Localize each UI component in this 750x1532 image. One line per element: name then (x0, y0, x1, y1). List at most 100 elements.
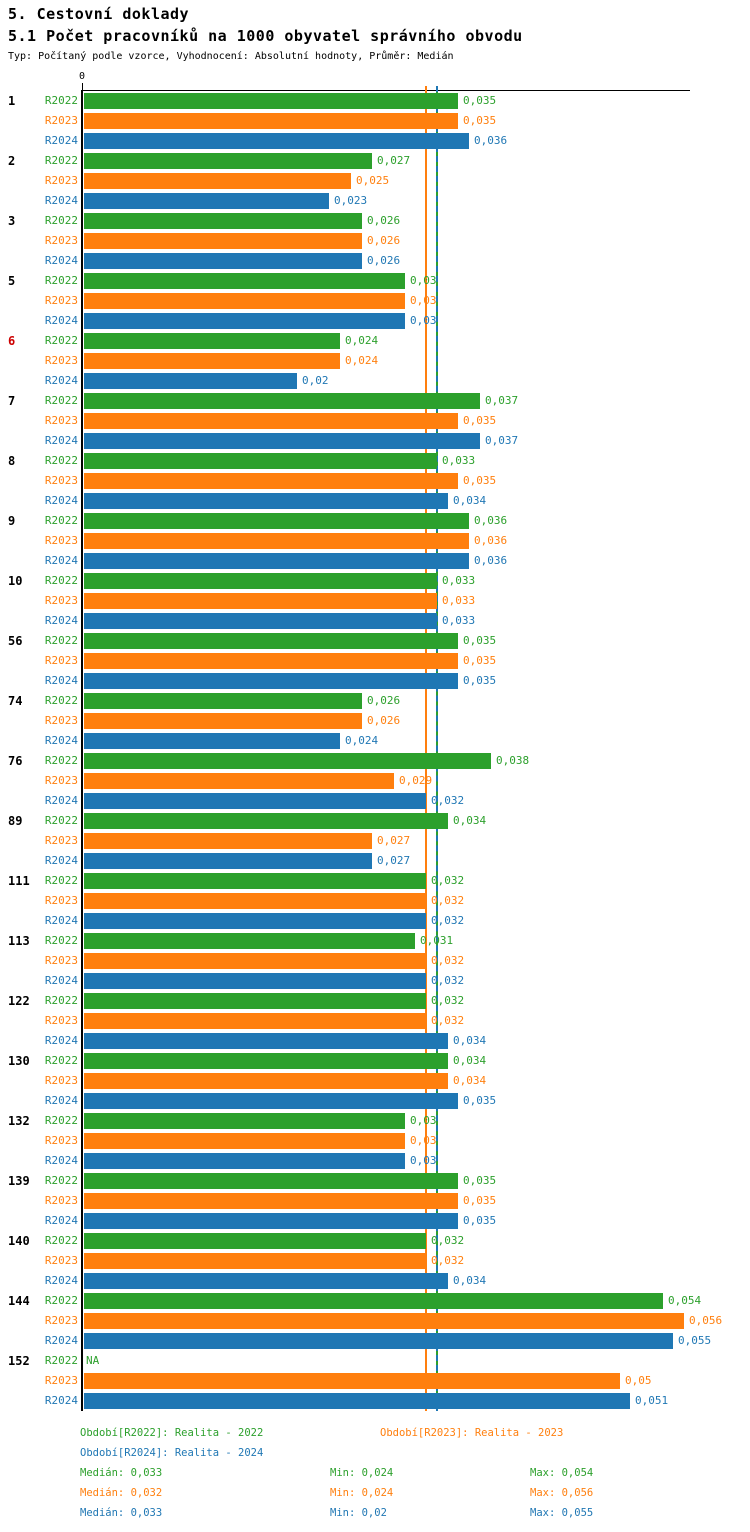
bar-value-8-r2023: 0,035 (463, 474, 497, 487)
series-label-r2024: R2024 (44, 554, 78, 567)
bar-value-3-r2024: 0,026 (367, 254, 401, 267)
bar-2-r2024 (84, 193, 329, 209)
series-label-r2024: R2024 (44, 674, 78, 687)
bar-value-10-r2022: 0,033 (442, 574, 476, 587)
bar-76-r2024 (84, 793, 426, 809)
series-label-r2023: R2023 (44, 834, 78, 847)
bar-value-139-r2022: 0,035 (463, 1174, 497, 1187)
bar-5-r2022 (84, 273, 405, 289)
group-label-76: 76 (8, 754, 23, 768)
bar-74-r2023 (84, 713, 362, 729)
bar-value-56-r2023: 0,035 (463, 654, 497, 667)
bar-value-7-r2023: 0,035 (463, 414, 497, 427)
series-label-r2024: R2024 (44, 1214, 78, 1227)
bar-89-r2022 (84, 813, 448, 829)
bar-value-8-r2024: 0,034 (453, 494, 487, 507)
bar-1-r2022 (84, 93, 458, 109)
bar-7-r2023 (84, 413, 458, 429)
bar-value-56-r2024: 0,035 (463, 674, 497, 687)
bar-chart: 0 1 R2022 0,035 R2023 0,035 R2024 0,036 2 R2022 0,… (8, 71, 722, 1411)
bar-value-111-r2024: 0,032 (431, 914, 465, 927)
bar-6-r2022 (84, 333, 340, 349)
bar-113-r2022 (84, 933, 415, 949)
bar-8-r2024 (84, 493, 448, 509)
series-label-r2022: R2022 (44, 1234, 78, 1247)
bar-2-r2022 (84, 153, 372, 169)
bar-value-2-r2022: 0,027 (377, 154, 411, 167)
bar-value-140-r2024: 0,034 (453, 1274, 487, 1287)
bar-value-2-r2023: 0,025 (356, 174, 390, 187)
series-label-r2022: R2022 (44, 1054, 78, 1067)
chart-meta: Typ: Počítaný podle vzorce, Vyhodnocení:… (8, 51, 454, 62)
series-label-r2023: R2023 (44, 1014, 78, 1027)
series-label-r2023: R2023 (44, 414, 78, 427)
bar-5-r2023 (84, 293, 405, 309)
series-label-r2024: R2024 (44, 254, 78, 267)
bar-144-r2022 (84, 1293, 663, 1309)
group-label-74: 74 (8, 694, 23, 708)
bar-value-1-r2024: 0,036 (474, 134, 508, 147)
series-label-r2023: R2023 (44, 594, 78, 607)
group-label-111: 111 (8, 874, 30, 888)
bar-value-122-r2022: 0,032 (431, 994, 465, 1007)
bar-value-139-r2023: 0,035 (463, 1194, 497, 1207)
bar-130-r2022 (84, 1053, 448, 1069)
group-label-140: 140 (8, 1234, 30, 1248)
series-label-r2023: R2023 (44, 714, 78, 727)
series-label-r2023: R2023 (44, 1074, 78, 1087)
bar-3-r2022 (84, 213, 362, 229)
median-line-r2023 (425, 86, 427, 1411)
bar-130-r2024 (84, 1093, 458, 1109)
bar-89-r2024 (84, 853, 372, 869)
series-label-r2022: R2022 (44, 94, 78, 107)
bar-value-6-r2022: 0,024 (345, 334, 379, 347)
series-label-r2022: R2022 (44, 334, 78, 347)
bar-6-r2023 (84, 353, 340, 369)
bar-value-111-r2023: 0,032 (431, 894, 465, 907)
bar-value-3-r2023: 0,026 (367, 234, 401, 247)
series-label-r2024: R2024 (44, 974, 78, 987)
bar-value-140-r2022: 0,032 (431, 1234, 465, 1247)
bar-value-10-r2024: 0,033 (442, 614, 476, 627)
bar-152-r2024 (84, 1393, 630, 1409)
bar-9-r2024 (84, 553, 469, 569)
series-label-r2023: R2023 (44, 954, 78, 967)
stat-min-r2023: Min: 0,024 (330, 1487, 394, 1499)
series-label-r2022: R2022 (44, 1174, 78, 1187)
bar-2-r2023 (84, 173, 351, 189)
stat-max-r2023: Max: 0,056 (530, 1487, 594, 1499)
bar-value-89-r2024: 0,027 (377, 854, 411, 867)
series-label-r2022: R2022 (44, 1354, 78, 1367)
group-label-3: 3 (8, 214, 16, 228)
bar-value-5-r2024: 0,03 (410, 314, 437, 327)
series-label-r2024: R2024 (44, 314, 78, 327)
bar-74-r2022 (84, 693, 362, 709)
bar-value-56-r2022: 0,035 (463, 634, 497, 647)
series-label-r2022: R2022 (44, 514, 78, 527)
legend-item-r2022: Období[R2022]: Realita - 2022 (80, 1427, 264, 1439)
series-label-r2022: R2022 (44, 274, 78, 287)
series-label-r2022: R2022 (44, 1114, 78, 1127)
group-label-7: 7 (8, 394, 16, 408)
bar-value-152-r2023: 0,05 (625, 1374, 652, 1387)
series-label-r2022: R2022 (44, 154, 78, 167)
series-label-r2023: R2023 (44, 234, 78, 247)
bar-3-r2024 (84, 253, 362, 269)
bar-value-122-r2024: 0,034 (453, 1034, 487, 1047)
series-label-r2023: R2023 (44, 654, 78, 667)
stat-max-r2022: Max: 0,054 (530, 1467, 594, 1479)
series-label-r2022: R2022 (44, 574, 78, 587)
series-label-r2022: R2022 (44, 394, 78, 407)
y-axis-line (81, 90, 83, 1411)
bar-9-r2022 (84, 513, 469, 529)
bar-value-9-r2024: 0,036 (474, 554, 508, 567)
bar-113-r2024 (84, 973, 426, 989)
bar-130-r2023 (84, 1073, 448, 1089)
bar-value-130-r2023: 0,034 (453, 1074, 487, 1087)
bar-value-132-r2023: 0,03 (410, 1134, 437, 1147)
group-label-10: 10 (8, 574, 23, 588)
bar-56-r2024 (84, 673, 458, 689)
bar-3-r2023 (84, 233, 362, 249)
series-label-r2024: R2024 (44, 794, 78, 807)
